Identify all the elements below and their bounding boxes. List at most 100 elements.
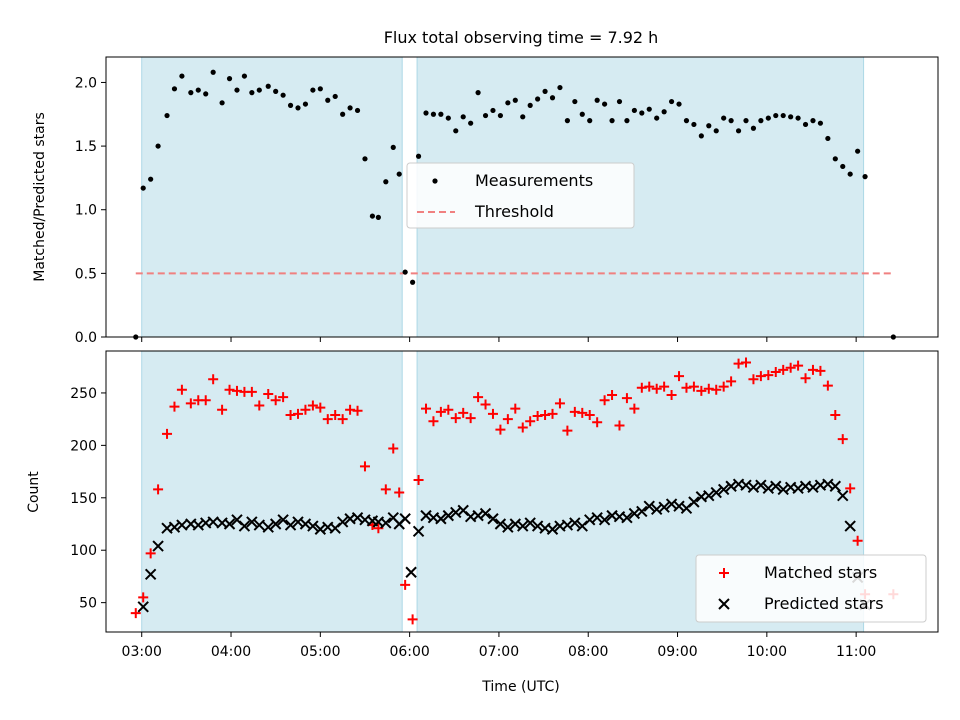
- predicted-star-point: [636, 505, 648, 518]
- top-axes-frame: [105, 56, 939, 338]
- measurement-point: [410, 279, 416, 285]
- top-y-tick-label: 1.5: [75, 139, 97, 155]
- matched-star-point: [607, 390, 618, 401]
- predicted-star-point: [837, 489, 849, 502]
- matched-star-point: [755, 371, 766, 382]
- matched-star-point: [307, 400, 318, 411]
- predicted-star-point: [502, 521, 514, 533]
- matched-star-point: [322, 414, 333, 425]
- measurement-point: [691, 121, 697, 128]
- predicted-star-point: [284, 519, 297, 531]
- matched-star-point: [487, 408, 498, 419]
- bottom-legend-label: Predicted stars: [764, 594, 884, 613]
- matched-star-point: [681, 382, 692, 393]
- predicted-star-point: [137, 601, 149, 613]
- measurement-point: [825, 135, 831, 142]
- matched-star-point: [435, 406, 446, 417]
- measurement-point: [438, 111, 444, 117]
- measurement-point: [788, 114, 794, 120]
- measurement-point: [468, 120, 474, 126]
- measurement-point: [203, 91, 209, 97]
- matched-star-point: [793, 360, 804, 371]
- legend-measurement-marker: [432, 178, 438, 184]
- measurement-point: [721, 115, 727, 121]
- predicted-star-point: [262, 521, 274, 533]
- bottom-legend-label: Matched stars: [764, 563, 877, 582]
- matched-star-point: [138, 592, 149, 603]
- measurement-point: [265, 83, 271, 89]
- matched-star-point: [807, 364, 818, 375]
- predicted-star-point: [598, 514, 611, 526]
- measurement-point: [226, 76, 233, 82]
- measurement-point: [535, 96, 541, 102]
- matched-star-point: [778, 364, 789, 375]
- bottom-y-tick-label: 200: [70, 438, 97, 454]
- matched-star-point: [830, 409, 841, 420]
- matched-star-point: [185, 398, 196, 409]
- legend-predicted-marker: [718, 598, 730, 610]
- matched-star-point: [352, 405, 363, 416]
- matched-star-point: [421, 403, 431, 414]
- measurement-point: [773, 112, 779, 119]
- measurement-point: [505, 100, 511, 106]
- predicted-star-point: [253, 519, 266, 531]
- measurement-point: [661, 109, 667, 115]
- measurement-point: [542, 88, 548, 94]
- measurement-point: [423, 110, 429, 116]
- x-tick-label: 11:00: [836, 644, 876, 660]
- measurement-point: [609, 118, 615, 124]
- measurement-point: [340, 111, 346, 117]
- matched-star-point: [733, 358, 744, 369]
- measurement-point: [415, 153, 422, 159]
- measurement-point: [743, 118, 749, 124]
- matched-star-point: [270, 395, 281, 406]
- measurement-point: [482, 112, 489, 119]
- matched-star-point: [315, 402, 326, 413]
- matched-star-point: [525, 416, 536, 427]
- matched-star-point: [532, 411, 543, 422]
- matched-star-point: [696, 385, 707, 396]
- measurement-point: [155, 143, 161, 149]
- bottom-y-tick-label: 150: [70, 491, 97, 507]
- measurement-point: [832, 156, 838, 162]
- predicted-star-point: [710, 486, 722, 499]
- matched-star-point: [636, 382, 647, 393]
- x-axis-label: Time (UTC): [481, 679, 559, 695]
- predicted-star-point: [307, 520, 319, 532]
- matched-star-point: [169, 401, 180, 412]
- matched-star-point: [208, 374, 219, 385]
- top-legend-label: Measurements: [475, 171, 593, 190]
- matched-star-point: [380, 484, 391, 495]
- matched-star-point: [785, 362, 796, 373]
- predicted-star-point: [844, 520, 856, 532]
- top-y-tick-label: 0.0: [75, 330, 97, 346]
- predicted-star-point: [770, 480, 782, 492]
- matched-star-point: [822, 380, 833, 391]
- matched-star-point: [465, 413, 476, 424]
- matched-star-point: [495, 424, 506, 435]
- measurement-point: [475, 90, 481, 96]
- top-legend-label: Threshold: [474, 202, 554, 221]
- predicted-star-point: [703, 489, 715, 502]
- matched-star-point: [703, 383, 714, 394]
- measurement-point: [520, 114, 526, 120]
- measurement-point: [273, 88, 279, 94]
- matched-star-point: [443, 404, 454, 415]
- predicted-star-point: [336, 516, 349, 528]
- measurement-point: [375, 214, 381, 220]
- measurement-point: [713, 128, 719, 134]
- matched-star-point: [763, 370, 774, 381]
- measurement-point: [234, 87, 240, 93]
- matched-star-point: [224, 384, 235, 395]
- measurement-point: [527, 102, 533, 108]
- matched-star-point: [629, 403, 640, 414]
- measurement-point: [572, 98, 578, 105]
- matched-star-point: [407, 614, 418, 625]
- measurement-point: [171, 86, 178, 92]
- predicted-star-point: [688, 496, 700, 508]
- matched-star-point: [688, 381, 699, 392]
- x-tick-label: 05:00: [300, 644, 340, 660]
- measurement-point: [241, 73, 248, 79]
- measurement-point: [497, 112, 504, 119]
- measurement-point: [383, 179, 389, 185]
